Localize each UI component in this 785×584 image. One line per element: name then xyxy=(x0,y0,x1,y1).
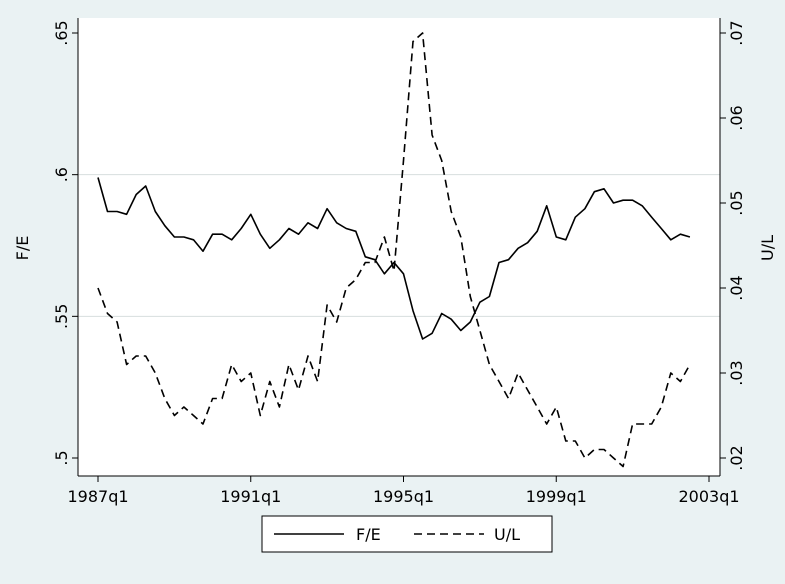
plot-area xyxy=(78,18,720,476)
y2-tick-label: .02 xyxy=(727,445,746,470)
y-tick-label: .65 xyxy=(52,20,71,45)
legend: F/E U/L xyxy=(261,515,553,553)
x-tick-label: 1991q1 xyxy=(220,487,281,506)
legend-label-fe: F/E xyxy=(356,525,381,544)
series-line-ul xyxy=(97,32,691,468)
series-layer xyxy=(97,32,691,468)
y2-tick-label: .05 xyxy=(727,190,746,215)
x-tick-label: 1999q1 xyxy=(526,487,587,506)
x-tick-label: 1995q1 xyxy=(373,487,434,506)
y-axis-title: F/E xyxy=(13,236,32,261)
y-tick-label: .6 xyxy=(52,167,71,182)
y2-tick-label: .07 xyxy=(727,20,746,45)
legend-label-ul: U/L xyxy=(494,525,520,544)
y-tick-label: .55 xyxy=(52,304,71,329)
y2-tick-label: .03 xyxy=(727,360,746,385)
x-tick-label: 1987q1 xyxy=(67,487,128,506)
axes xyxy=(77,18,721,477)
y-tick-label: .5 xyxy=(52,450,71,465)
gridlines xyxy=(78,174,720,317)
tick-labels: 1987q1 1991q1 1995q1 1999q1 2003q1 .5 .55 .6 .65… xyxy=(52,20,746,506)
x-tick-label: 2003q1 xyxy=(678,487,739,506)
y2-tick-label: .04 xyxy=(727,275,746,300)
y2-tick-label: .06 xyxy=(727,105,746,130)
y2-axis-title: U/L xyxy=(758,235,777,261)
